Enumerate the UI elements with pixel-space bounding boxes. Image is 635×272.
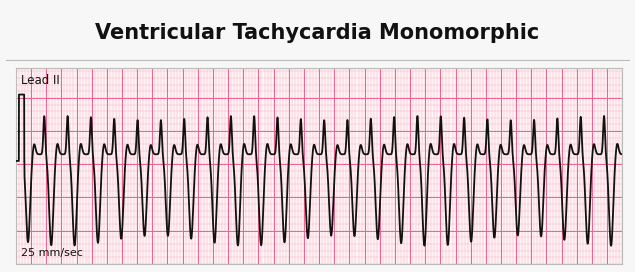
Text: Lead II: Lead II bbox=[21, 74, 60, 87]
Text: 25 mm/sec: 25 mm/sec bbox=[21, 248, 83, 258]
Text: Ventricular Tachycardia Monomorphic: Ventricular Tachycardia Monomorphic bbox=[95, 23, 540, 43]
